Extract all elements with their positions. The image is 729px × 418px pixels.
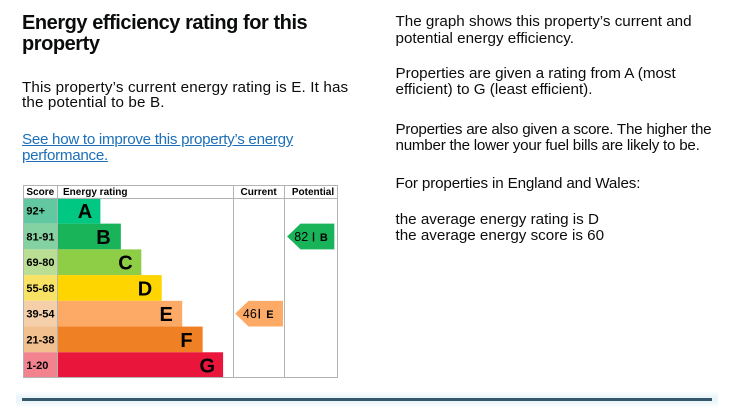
svg-text:Energy rating: Energy rating <box>63 187 127 198</box>
svg-text:E: E <box>266 309 273 321</box>
svg-text:1-20: 1-20 <box>26 360 48 372</box>
svg-text:B: B <box>320 232 328 244</box>
svg-text:46: 46 <box>243 307 257 321</box>
svg-text:C: C <box>118 253 132 275</box>
svg-text:Current: Current <box>241 187 278 198</box>
svg-text:D: D <box>138 278 152 300</box>
svg-text:Score: Score <box>26 187 54 198</box>
svg-text:81-91: 81-91 <box>26 232 54 244</box>
svg-text:69-80: 69-80 <box>26 257 54 269</box>
svg-text:B: B <box>96 227 110 249</box>
svg-text:21-38: 21-38 <box>26 334 54 346</box>
svg-text:55-68: 55-68 <box>26 283 54 295</box>
svg-text:G: G <box>200 356 216 378</box>
svg-text:82: 82 <box>294 230 308 244</box>
svg-text:39-54: 39-54 <box>26 309 55 321</box>
svg-text:A: A <box>78 201 92 223</box>
svg-text:92+: 92+ <box>26 206 45 218</box>
svg-text:F: F <box>180 330 192 352</box>
svg-text:E: E <box>160 304 173 326</box>
svg-text:Potential: Potential <box>292 187 334 198</box>
